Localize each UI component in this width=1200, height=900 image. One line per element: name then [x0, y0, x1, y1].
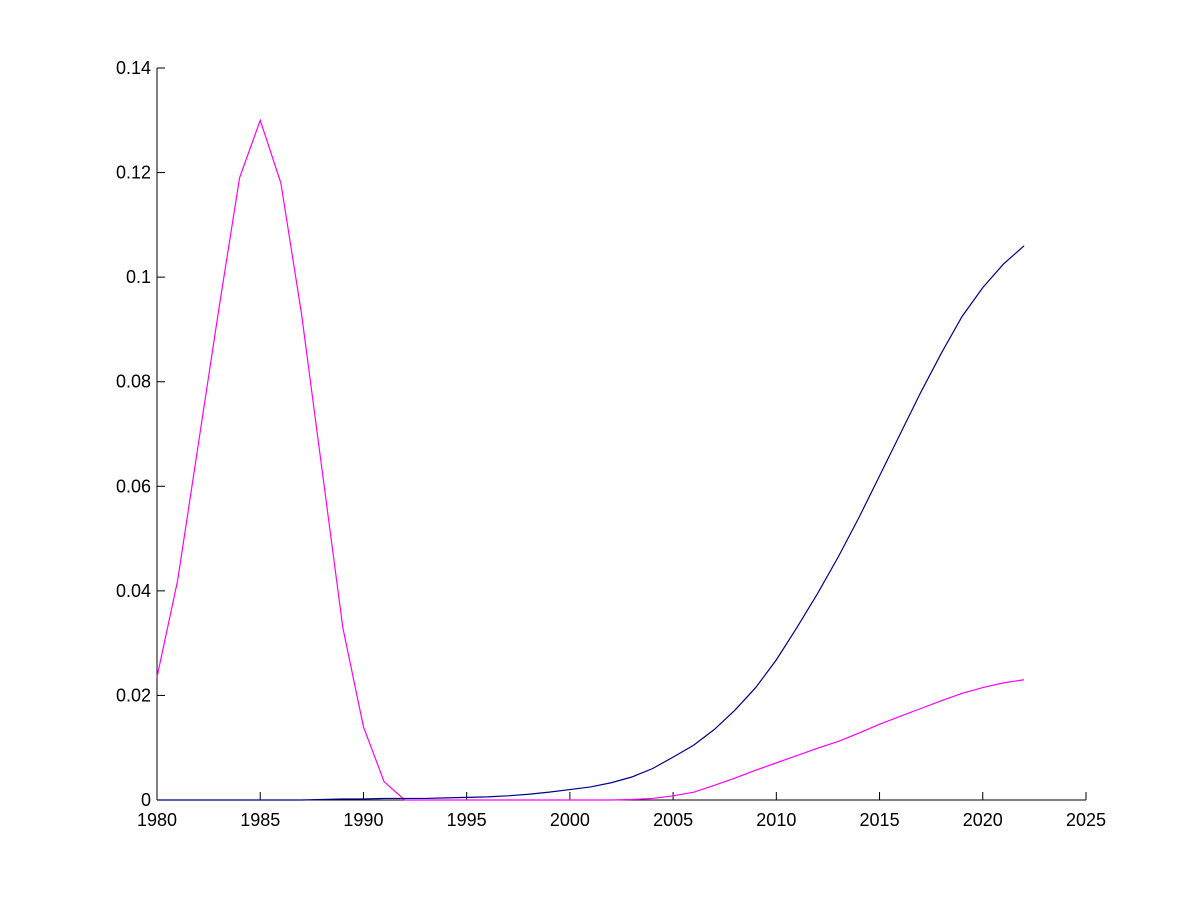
series-line	[156, 118, 1025, 801]
x-tick-label: 1990	[343, 810, 383, 830]
y-tick-label: 0.08	[116, 372, 151, 392]
y-tick-label: 0.12	[116, 163, 151, 183]
x-tick-label: 2020	[963, 810, 1003, 830]
x-tick-label: 1995	[447, 810, 487, 830]
y-tick-label: 0.14	[116, 58, 151, 78]
y-tick-label: 0.04	[116, 581, 151, 601]
y-tick-label: 0.06	[116, 476, 151, 496]
x-tick-label: 1985	[240, 810, 280, 830]
series-line	[157, 245, 1025, 801]
x-tick-label: 2025	[1066, 810, 1106, 830]
y-tick-label: 0.02	[116, 685, 151, 705]
x-tick-label: 2015	[860, 810, 900, 830]
x-tick-label: 1980	[137, 810, 177, 830]
y-tick-label: 0	[141, 790, 151, 810]
x-tick-label: 2000	[550, 810, 590, 830]
y-tick-label: 0.1	[126, 267, 151, 287]
x-tick-label: 2005	[653, 810, 693, 830]
x-tick-label: 2010	[756, 810, 796, 830]
